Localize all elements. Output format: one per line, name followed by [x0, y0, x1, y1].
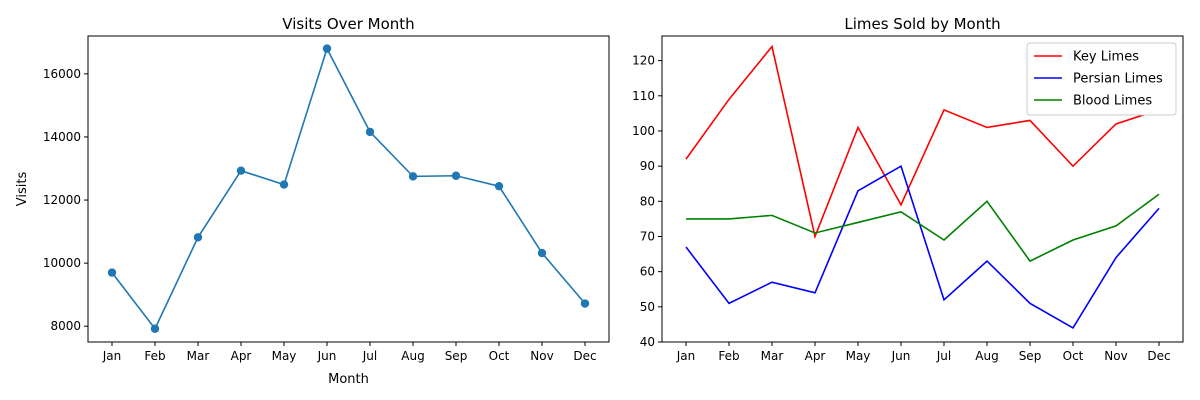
- persian-limes-legend-label: Persian Limes: [1073, 72, 1163, 87]
- x-tick-label: May: [272, 349, 297, 363]
- x-tick-label: Sep: [445, 349, 468, 363]
- visits-y-ticks: 8000 10000 12000 14000 16000: [43, 67, 88, 333]
- persian-limes-series-line: [685, 164, 1160, 330]
- x-tick-label: Jun: [317, 349, 337, 363]
- visits-plot-frame: [87, 35, 610, 343]
- y-tick-label: 70: [640, 229, 655, 243]
- limes-series-group: [685, 44, 1160, 330]
- x-tick-label: May: [846, 349, 871, 363]
- y-tick-label: 60: [640, 265, 655, 279]
- visits-chart-title: Visits Over Month: [282, 15, 414, 33]
- blood-limes-legend-label: Blood Limes: [1073, 94, 1152, 109]
- x-tick-label: Feb: [144, 349, 165, 363]
- x-tick-label: Jul: [362, 349, 377, 363]
- limes-chart-title: Limes Sold by Month: [844, 15, 1000, 33]
- x-tick-label: Aug: [975, 349, 998, 363]
- y-tick-label: 90: [640, 159, 655, 173]
- y-tick-label: 10000: [43, 256, 81, 270]
- limes-legend: Key Limes Persian Limes Blood Limes: [1026, 42, 1177, 116]
- x-tick-label: Nov: [530, 349, 553, 363]
- y-tick-label: 16000: [43, 67, 81, 81]
- key-limes-series-line: [685, 44, 1160, 240]
- visits-data-point: [451, 171, 461, 180]
- x-tick-label: Nov: [1104, 349, 1127, 363]
- limes-x-ticks: Jan Feb Mar Apr May Jun Jul Aug Sep Oct Nov Dec: [676, 342, 1171, 363]
- y-tick-label: 110: [632, 89, 655, 103]
- x-tick-label: Jun: [891, 349, 911, 363]
- x-tick-label: Oct: [1063, 349, 1084, 363]
- x-tick-label: Dec: [1147, 349, 1170, 363]
- x-tick-label: Apr: [805, 349, 826, 363]
- limes-chart: Limes Sold by Month Jan Feb Mar Apr May Jun Ju…: [632, 15, 1184, 363]
- key-limes-legend-label: Key Limes: [1073, 50, 1139, 65]
- x-tick-label: Jul: [936, 349, 951, 363]
- visits-x-ticks: Jan Feb Mar Apr May Jun Jul Aug Sep Oct Nov Dec: [102, 342, 597, 363]
- x-tick-label: Dec: [573, 349, 596, 363]
- visits-data-point: [580, 299, 590, 308]
- visits-data-point: [150, 324, 160, 333]
- x-tick-label: Mar: [761, 349, 784, 363]
- visits-data-point: [322, 44, 332, 53]
- visits-data-point: [494, 181, 504, 191]
- x-tick-label: Jan: [676, 349, 696, 363]
- visits-series-line: [111, 46, 586, 331]
- legend-box: [1026, 42, 1177, 116]
- y-tick-label: 120: [632, 54, 655, 68]
- x-tick-label: Aug: [401, 349, 424, 363]
- y-tick-label: 14000: [43, 130, 81, 144]
- visits-data-point: [408, 172, 418, 181]
- x-tick-label: Mar: [187, 349, 210, 363]
- y-tick-label: 50: [640, 300, 655, 314]
- x-tick-label: Sep: [1019, 349, 1042, 363]
- x-tick-label: Oct: [489, 349, 510, 363]
- visits-x-axis-label: Month: [328, 372, 369, 387]
- x-tick-label: Jan: [102, 349, 122, 363]
- visits-data-point: [279, 180, 289, 189]
- visits-series-group: [107, 44, 590, 333]
- blood-limes-series-line: [686, 193, 1160, 263]
- visits-data-point: [193, 233, 203, 242]
- visits-data-point: [537, 248, 547, 258]
- y-tick-label: 12000: [43, 193, 81, 207]
- x-tick-label: Feb: [718, 349, 739, 363]
- visits-data-point: [365, 127, 375, 137]
- y-tick-label: 100: [632, 124, 655, 138]
- y-tick-label: 80: [640, 194, 655, 208]
- visits-chart: Visits Over Month Month Visits Jan Feb Mar…: [15, 15, 610, 387]
- y-tick-label: 8000: [50, 319, 81, 333]
- y-tick-label: 40: [640, 335, 655, 349]
- limes-plot-frame: [661, 35, 1184, 343]
- limes-y-ticks: 40 50 60 70 80 90 100 110 120: [632, 54, 662, 349]
- visits-data-point: [107, 268, 117, 277]
- visits-data-point: [236, 166, 246, 175]
- visits-y-axis-label: Visits: [15, 172, 30, 207]
- x-tick-label: Apr: [231, 349, 252, 363]
